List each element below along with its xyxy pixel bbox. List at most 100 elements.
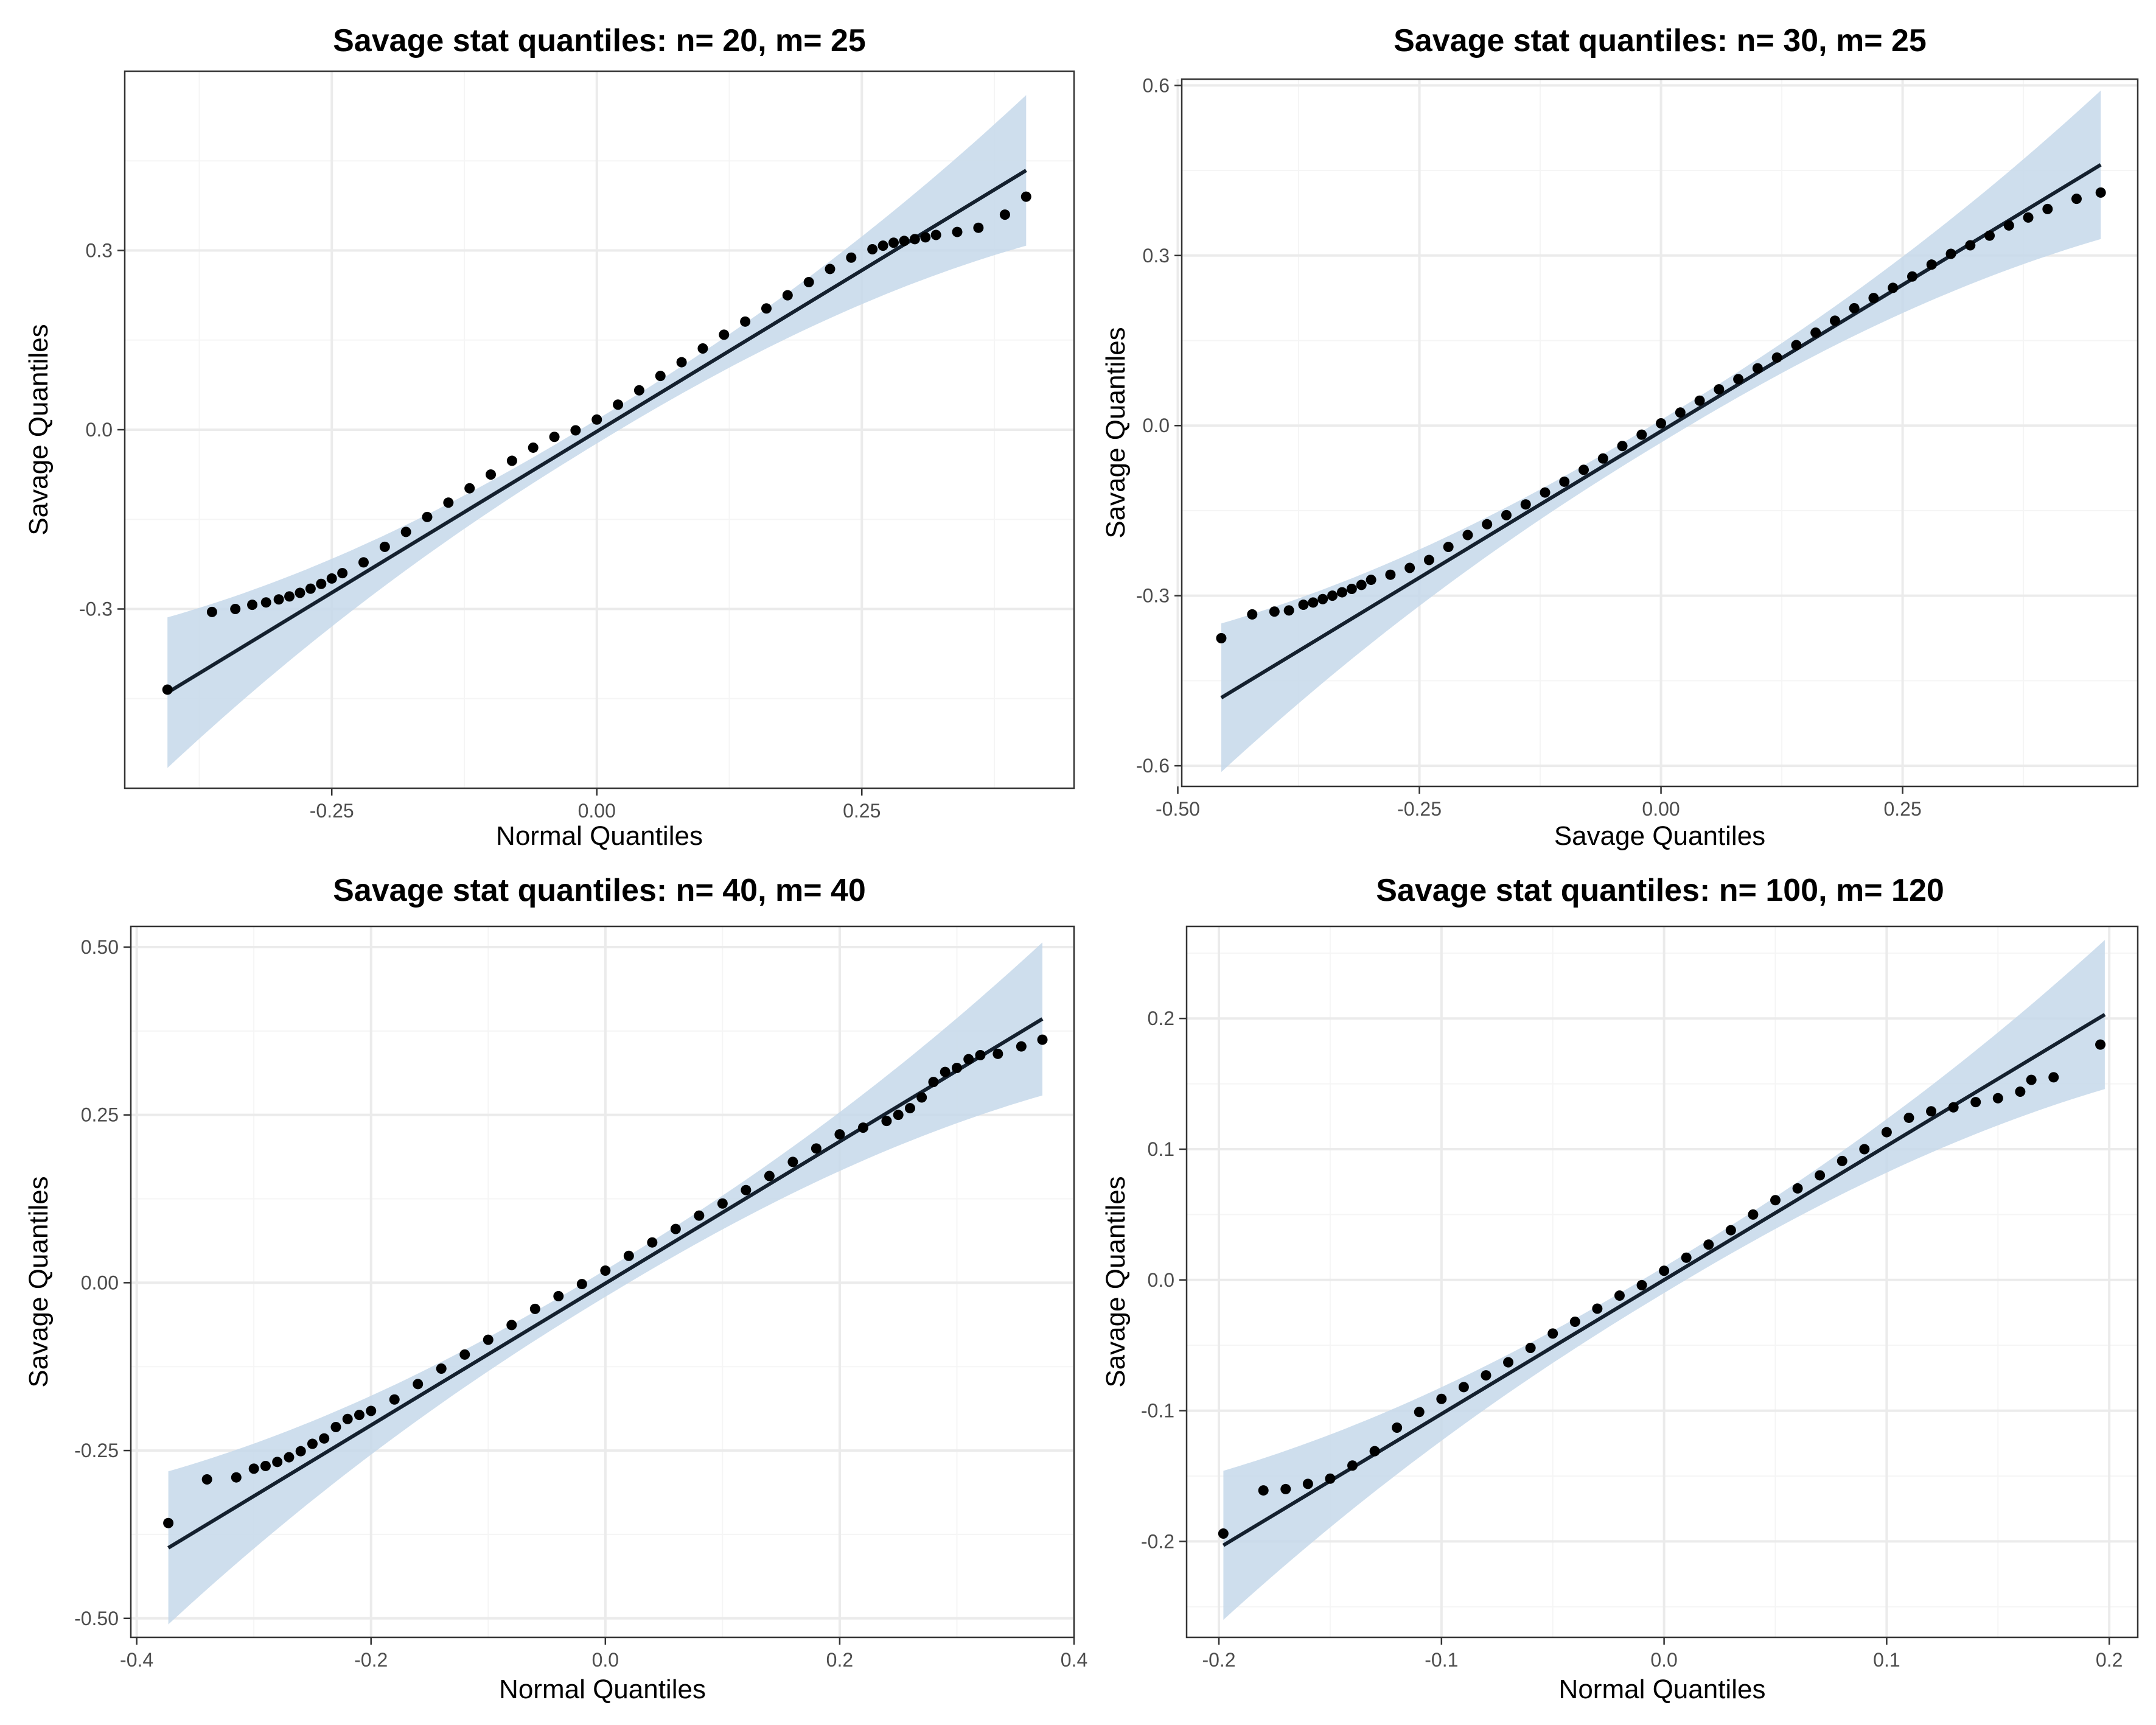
data-point: [1037, 1034, 1048, 1045]
data-point: [1656, 418, 1667, 429]
data-point: [1443, 542, 1454, 553]
data-point: [231, 1472, 242, 1483]
panel-border: [1181, 78, 2139, 788]
data-point: [1540, 487, 1551, 498]
data-point: [857, 1122, 868, 1133]
data-point: [389, 1394, 400, 1405]
panel-border: [130, 925, 1075, 1639]
data-point: [1926, 1106, 1937, 1117]
y-tick-label: 0.3: [86, 240, 113, 262]
y-tick-label: -0.2: [1141, 1530, 1174, 1552]
data-point: [1569, 1317, 1580, 1328]
data-point: [1356, 579, 1367, 590]
data-point: [761, 303, 772, 314]
data-point: [951, 1062, 962, 1073]
data-point: [1792, 1183, 1803, 1194]
data-point: [1336, 587, 1347, 598]
y-axis-title: Savage Quantiles: [1101, 1176, 1131, 1387]
y-tick-label: 0.3: [1143, 245, 1170, 267]
data-point: [1748, 1209, 1759, 1220]
data-point: [272, 1457, 283, 1468]
x-tick-label: 0.2: [2096, 1649, 2123, 1671]
x-tick-label: 0.0: [592, 1649, 619, 1671]
data-point: [782, 290, 793, 301]
y-tick-label: 0.0: [1143, 415, 1170, 436]
data-point: [295, 1446, 306, 1457]
data-point: [1392, 1422, 1403, 1433]
data-point: [1016, 1041, 1027, 1052]
data-point: [436, 1363, 447, 1374]
data-point: [1733, 374, 1744, 385]
data-point: [591, 414, 602, 425]
data-point: [1675, 407, 1686, 418]
y-axis-title: Savage Quantiles: [24, 1176, 54, 1387]
data-point: [1414, 1407, 1425, 1418]
data-point: [1525, 1342, 1536, 1353]
data-point: [1579, 464, 1589, 475]
data-point: [422, 511, 433, 522]
data-point: [1837, 1155, 1847, 1166]
data-point: [1770, 1195, 1781, 1206]
data-point: [975, 1050, 986, 1061]
data-point: [1366, 575, 1376, 586]
data-point: [909, 234, 920, 245]
data-point: [1829, 315, 1840, 326]
data-point: [2015, 1086, 2026, 1097]
data-point: [1694, 395, 1705, 406]
data-point: [811, 1143, 822, 1154]
y-tick-label: -0.25: [74, 1440, 119, 1461]
data-point: [1501, 509, 1512, 520]
data-point: [1888, 282, 1899, 293]
data-point: [1216, 633, 1227, 644]
x-axis-title: Normal Quantiles: [499, 1674, 706, 1704]
data-point: [1559, 476, 1570, 487]
data-point: [1725, 1225, 1736, 1236]
data-point: [1283, 605, 1294, 616]
data-point: [764, 1170, 775, 1181]
data-point: [963, 1054, 974, 1065]
data-point: [1752, 363, 1763, 374]
data-point: [553, 1290, 564, 1301]
data-point: [443, 497, 454, 508]
x-tick-label: -0.25: [310, 800, 354, 822]
data-point: [260, 597, 271, 608]
qq-panel-4: -0.2 -0.1 0.0 0.1 0.2 -0.2 -0.1 0.0 0.1 0.2 Savage…: [1101, 873, 2139, 1704]
data-point: [877, 240, 888, 251]
data-point: [1020, 191, 1031, 202]
y-tick-label: 0.1: [1148, 1138, 1174, 1160]
data-point: [623, 1250, 634, 1261]
data-point: [1659, 1265, 1670, 1276]
data-point: [1325, 1473, 1336, 1484]
data-point: [893, 1110, 904, 1121]
data-point: [316, 578, 327, 589]
data-point: [247, 600, 258, 611]
data-point: [1547, 1328, 1558, 1339]
data-point: [1907, 271, 1917, 282]
data-point: [2026, 1074, 2037, 1085]
data-point: [670, 1223, 681, 1234]
x-axis-title: Savage Quantiles: [1554, 821, 1765, 851]
chart-title: Savage stat quantiles: n= 20, m= 25: [333, 23, 866, 58]
data-point: [163, 1517, 174, 1528]
x-tick-label: 0.25: [1883, 798, 1921, 820]
data-point: [633, 385, 644, 396]
data-point: [337, 568, 348, 579]
data-point: [1436, 1393, 1447, 1404]
data-point: [1815, 1170, 1826, 1181]
data-point: [881, 1116, 892, 1127]
data-point: [1317, 593, 1328, 604]
data-point: [1703, 1239, 1714, 1250]
data-point: [570, 425, 581, 436]
data-point: [1948, 1102, 1959, 1113]
data-point: [904, 1103, 915, 1114]
data-point: [248, 1463, 259, 1474]
data-point: [1771, 352, 1782, 363]
x-tick-label: 0.00: [1642, 798, 1680, 820]
x-tick-label: 0.2: [826, 1649, 853, 1671]
data-point: [1681, 1252, 1692, 1263]
data-point: [305, 583, 316, 594]
data-point: [940, 1066, 951, 1077]
data-point: [201, 1474, 212, 1485]
data-point: [464, 483, 475, 494]
